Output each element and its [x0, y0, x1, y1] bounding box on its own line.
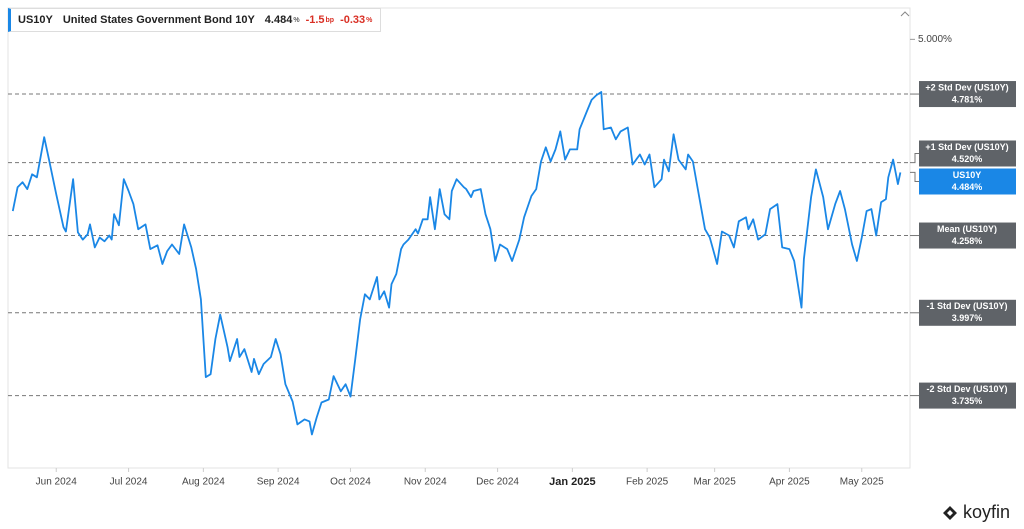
legend-header: US10Y United States Government Bond 10Y … [8, 8, 382, 32]
change-unit: bp [325, 16, 335, 24]
x-tick-label: Oct 2024 [330, 477, 371, 488]
value-label-name: +1 Std Dev (US10Y) [925, 142, 1008, 152]
value-label-value: 3.735% [952, 396, 983, 406]
value-label-box [919, 382, 1016, 409]
value-label-value: 3.997% [952, 313, 983, 323]
value-label-box [919, 81, 1016, 108]
change-pct: -0.33 [340, 14, 366, 26]
x-tick-label: May 2025 [840, 477, 884, 488]
x-tick-label: Mar 2025 [694, 477, 737, 488]
instrument-name: United States Government Bond 10Y [62, 14, 255, 26]
change-pct-unit: % [366, 16, 373, 24]
value-label-box [919, 140, 1016, 167]
x-tick-label: Jun 2024 [36, 477, 78, 488]
value-label-box [919, 222, 1016, 249]
x-tick-label: Apr 2025 [769, 477, 810, 488]
value-label-value: 4.484% [952, 182, 983, 192]
change: -1.5 [305, 14, 325, 26]
brand-name: koyfin [962, 502, 1010, 522]
value-label-box [919, 168, 1016, 195]
symbol: US10Y [18, 14, 53, 26]
value-label-box [919, 299, 1016, 326]
x-tick-label: Nov 2024 [404, 477, 447, 488]
value-label-name: -2 Std Dev (US10Y) [926, 384, 1007, 394]
value-label-value: 4.258% [952, 236, 983, 246]
brand-icon [942, 505, 957, 520]
value-label-name: +2 Std Dev (US10Y) [925, 82, 1008, 92]
x-tick-label: Aug 2024 [182, 477, 225, 488]
label-connector [910, 171, 919, 182]
value-label-name: Mean (US10Y) [937, 224, 997, 234]
x-tick-label: Dec 2024 [476, 477, 519, 488]
value-label-value: 4.781% [952, 94, 983, 104]
series-line [11, 91, 902, 436]
label-connector [910, 152, 919, 164]
x-tick-label: Feb 2025 [626, 477, 669, 488]
price: 4.484 [264, 14, 293, 26]
value-label-name: US10Y [953, 170, 982, 180]
x-tick-label: Jan 2025 [549, 476, 595, 488]
y-tick-label: 5.000% [918, 34, 952, 45]
brand-logo: koyfin [941, 502, 1010, 523]
value-label-name: -1 Std Dev (US10Y) [926, 301, 1007, 311]
x-tick-label: Sep 2024 [257, 477, 300, 488]
plot-frame [7, 7, 911, 469]
x-tick-label: Jul 2024 [110, 477, 148, 488]
value-label-value: 4.520% [952, 154, 983, 164]
price-unit: % [293, 16, 300, 24]
collapse-icon[interactable] [900, 11, 910, 17]
